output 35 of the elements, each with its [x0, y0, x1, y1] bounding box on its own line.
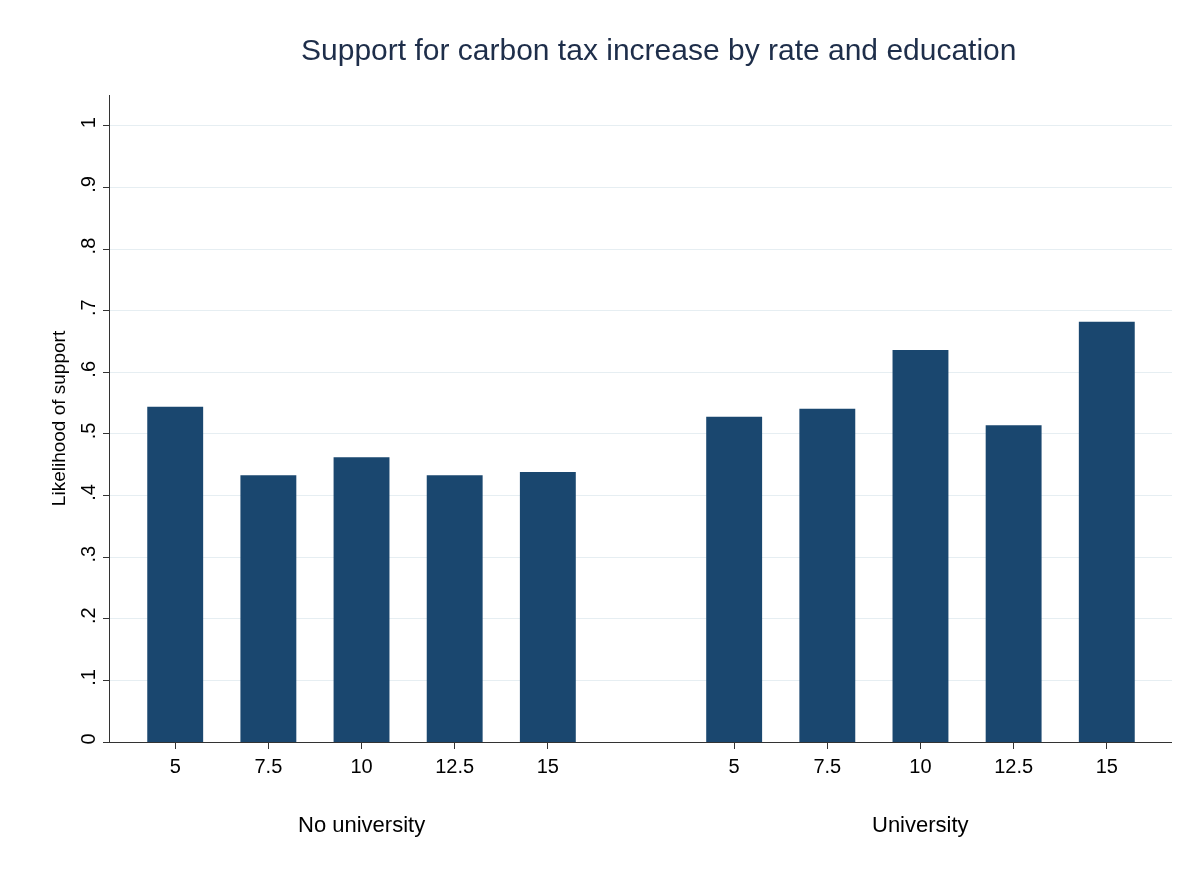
bar [519, 472, 576, 742]
y-tick-label: .3 [77, 545, 99, 563]
bar [892, 350, 949, 742]
x-tick-label: 7.5 [254, 755, 283, 777]
bar [147, 406, 204, 742]
bar [333, 457, 390, 742]
y-tick-label: 0 [77, 733, 99, 745]
y-tick-label: .8 [77, 237, 99, 255]
bar [240, 475, 297, 742]
y-tick-label: .4 [77, 484, 99, 501]
y-tick-label: .9 [77, 176, 99, 193]
y-tick-label: .6 [77, 360, 99, 378]
bar [706, 416, 763, 742]
y-tick-label: .1 [77, 669, 99, 686]
y-tick-label: .7 [77, 299, 99, 317]
chart-title: Support for carbon tax increase by rate and education [301, 33, 1017, 67]
x-tick-label: 12.5 [435, 755, 475, 777]
x-tick-label: 10 [350, 755, 373, 777]
bar [799, 408, 856, 742]
y-tick-label: .2 [77, 607, 99, 625]
bar [426, 475, 483, 742]
y-tick-label: .5 [77, 422, 99, 440]
x-tick-label: 12.5 [994, 755, 1034, 777]
y-tick-label: 1 [77, 117, 99, 129]
x-tick-label: 15 [1095, 755, 1118, 777]
x-tick-label: 10 [909, 755, 932, 777]
x-tick-label: 15 [536, 755, 559, 777]
text: No university [298, 812, 426, 837]
x-tick-label: 7.5 [813, 755, 842, 777]
x-tick-label: 5 [728, 755, 740, 777]
x-tick-label: 5 [169, 755, 181, 777]
y-axis-title: Likelihood of support [47, 330, 69, 507]
text: University [872, 812, 969, 837]
bar [985, 425, 1042, 742]
bar [1078, 321, 1135, 742]
